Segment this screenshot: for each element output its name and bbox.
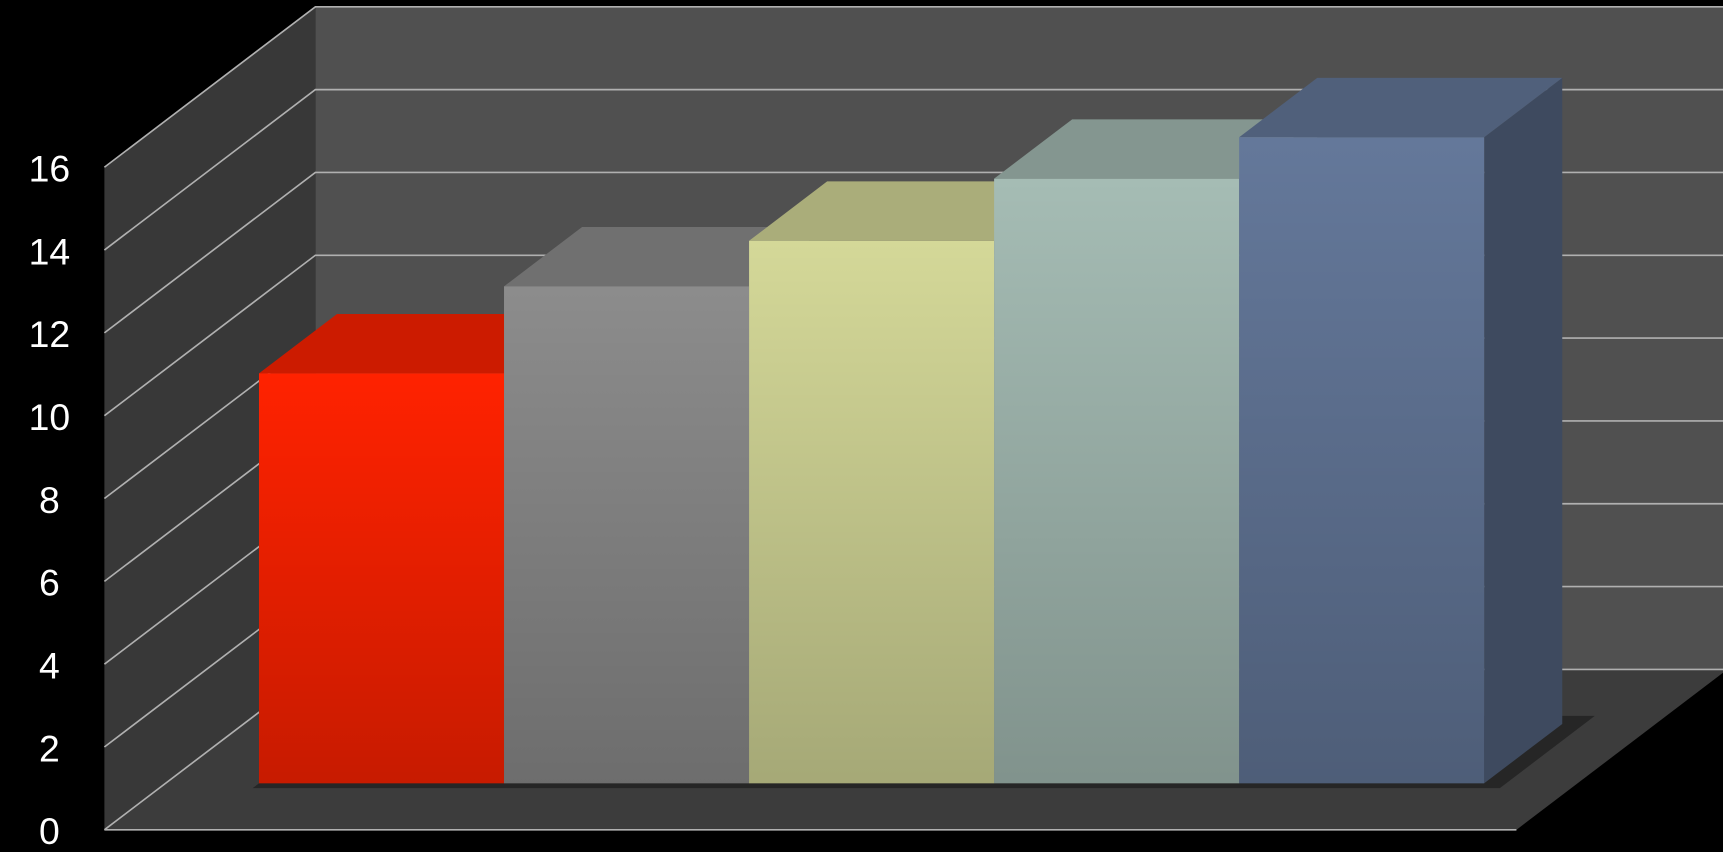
bar-shading xyxy=(994,178,1240,784)
grid-line xyxy=(103,88,1723,251)
bar-top xyxy=(504,226,828,287)
bar-top xyxy=(1239,77,1563,138)
y-tick-label: 6 xyxy=(39,562,60,604)
y-tick-label: 2 xyxy=(39,727,60,769)
y-tick-label: 0 xyxy=(39,810,60,852)
y-tick-label: 8 xyxy=(39,479,60,521)
grid-line xyxy=(103,5,1723,168)
bar-top xyxy=(994,119,1318,179)
bar-shading xyxy=(504,286,750,784)
y-tick-label: 4 xyxy=(39,644,60,686)
bar-top xyxy=(258,313,583,374)
bar-shading xyxy=(258,373,505,784)
bar-shading xyxy=(749,240,995,784)
bar-shading xyxy=(1239,137,1485,784)
bar-side xyxy=(1484,77,1563,784)
y-tick-label: 10 xyxy=(29,396,71,438)
y-tick-label: 14 xyxy=(29,230,71,272)
bar-top xyxy=(749,181,1073,241)
y-tick-label: 12 xyxy=(29,313,71,355)
y-tick-label: 16 xyxy=(29,147,71,189)
